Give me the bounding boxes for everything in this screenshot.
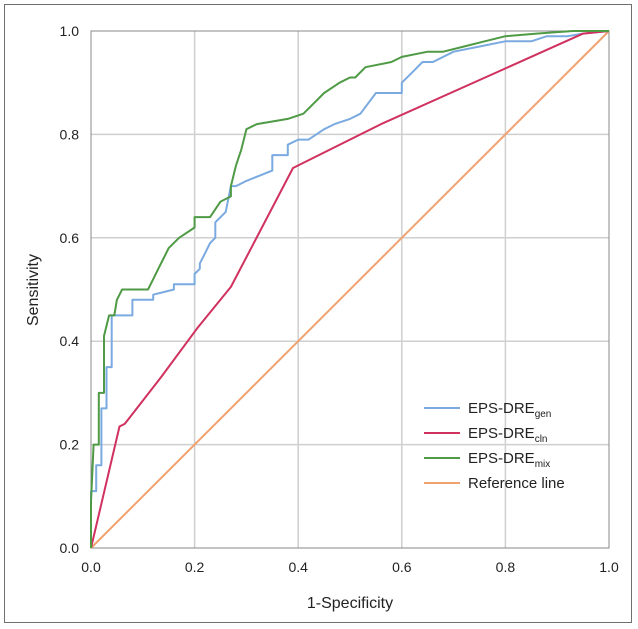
y-tick-label: 0.8 [60, 126, 80, 142]
x-tick-label: 1.0 [599, 559, 619, 575]
y-tick-label: 0.2 [60, 437, 80, 453]
legend-label-reference: Reference line [468, 475, 565, 492]
x-tick-label: 0.2 [185, 559, 205, 575]
legend-label-eps-dre-mix: EPS-DREmix [468, 450, 550, 470]
y-tick-label: 0.6 [60, 230, 80, 246]
y-tick-labels: 0.0 0.2 0.4 0.6 0.8 1.0 [60, 23, 80, 556]
y-axis-title: Sensitivity [25, 254, 42, 326]
legend: EPS-DREgen EPS-DREcln EPS-DREmix Reference … [424, 400, 565, 492]
x-tick-label: 0.4 [288, 559, 308, 575]
figure-frame [4, 4, 632, 623]
legend-label-eps-dre-gen: EPS-DREgen [468, 400, 551, 420]
y-tick-label: 0.0 [60, 540, 80, 556]
series-group [90, 30, 610, 549]
y-tick-label: 0.4 [60, 333, 80, 349]
legend-label-eps-dre-cln: EPS-DREcln [468, 425, 547, 445]
grid-lines [91, 31, 609, 548]
x-tick-label: 0.6 [392, 559, 412, 575]
series-line-eps-dre-gen [90, 30, 610, 548]
x-tick-labels: 0.0 0.2 0.4 0.6 0.8 1.0 [81, 559, 619, 575]
x-tick-label: 0.8 [496, 559, 516, 575]
series-line-eps-dre-mix [90, 30, 609, 548]
series-line-eps-dre-cln [90, 30, 610, 549]
series-line-reference [90, 30, 610, 549]
x-axis-title: 1-Specificity [307, 595, 393, 612]
y-tick-label: 1.0 [60, 23, 80, 39]
x-tick-label: 0.0 [81, 559, 101, 575]
plot-area-border [90, 30, 610, 549]
